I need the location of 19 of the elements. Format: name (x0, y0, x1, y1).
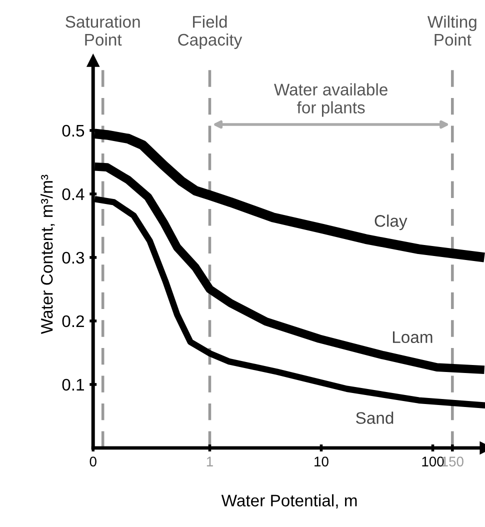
series-label: Clay (374, 214, 408, 230)
series-label: Sand (356, 412, 394, 424)
x-tick-label: 0 (90, 456, 96, 466)
y-tick-label: 0.4 (62, 188, 84, 200)
annotation: Water available for plants (274, 83, 388, 117)
y-tick-label: 0.1 (62, 378, 84, 391)
x-tick-label: 150 (442, 456, 464, 466)
ref-line-label: Wilting Point (427, 15, 476, 46)
y-tick-label: 0.3 (62, 252, 84, 264)
x-tick-label: 10 (314, 456, 328, 466)
series-label: Loam (392, 331, 432, 344)
x-tick-label: 1 (206, 456, 213, 466)
ref-line-label: Saturation Point (66, 15, 140, 46)
x-axis-title: Water Potential, m (221, 494, 357, 508)
y-axis-title: Water Content, m³/m³ (40, 174, 55, 334)
y-tick-label: 0.5 (62, 124, 84, 137)
y-tick-label: 0.2 (62, 315, 84, 328)
ref-line-label: Field Capacity (178, 15, 242, 49)
x-tick-label: 100 (422, 456, 444, 466)
